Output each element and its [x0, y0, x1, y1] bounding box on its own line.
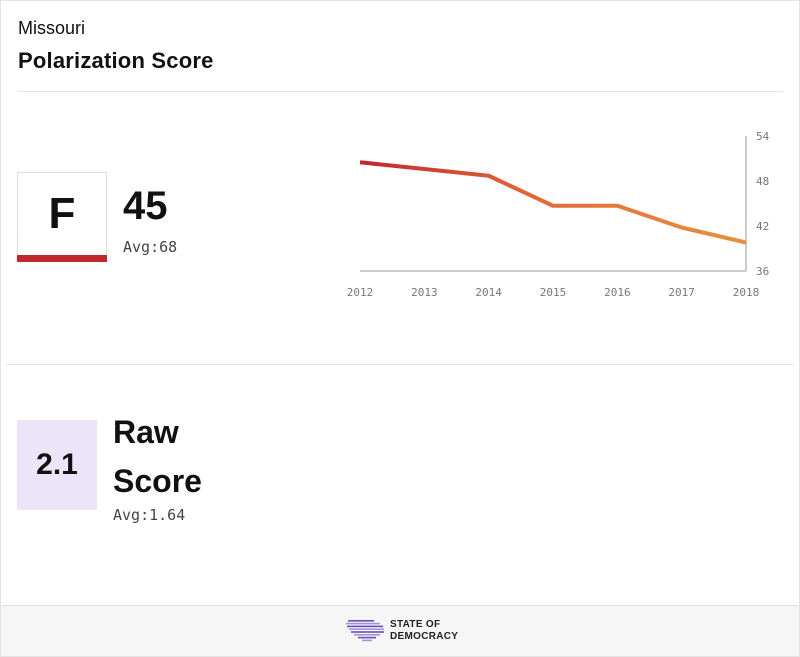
- raw-score-box: 2.1: [17, 420, 97, 510]
- logo-stripe: [348, 620, 374, 622]
- polarization-line-chart: 54 48 42 36 2012 2013 2014 2015 2016 2017 2018: [347, 130, 770, 299]
- y-tick-label: 42: [756, 220, 769, 233]
- y-tick-label: 48: [756, 175, 769, 188]
- logo-stripe: [362, 639, 372, 642]
- y-tick-label: 36: [756, 265, 769, 278]
- grade-box: F: [17, 172, 107, 262]
- brand-line-2: DEMOCRACY: [390, 631, 459, 642]
- logo-stripe: [358, 636, 376, 639]
- logo-stripe: [354, 634, 380, 636]
- x-tick-label: 2013: [411, 286, 438, 299]
- x-tick-label: 2014: [475, 286, 502, 299]
- series-line: [359, 160, 747, 245]
- score-value: 45: [123, 184, 168, 228]
- raw-score-title: Raw Score: [113, 414, 202, 499]
- grade-letter: F: [48, 189, 76, 238]
- logo-stripe: [346, 622, 380, 625]
- logo-stripe: [347, 625, 383, 628]
- x-tick-label: 2017: [668, 286, 695, 299]
- x-tick-label: 2018: [733, 286, 760, 299]
- x-tick-label: 2012: [347, 286, 374, 299]
- score-average: Avg:68: [123, 238, 178, 256]
- raw-score-average: Avg:1.64: [113, 506, 186, 524]
- y-tick-label: 54: [756, 130, 770, 143]
- metric-title: Polarization Score: [18, 48, 214, 73]
- brand-wordmark: STATE OF DEMOCRACY: [390, 619, 458, 643]
- us-map-stripes-icon: [346, 620, 384, 642]
- brand-line-1: STATE OF: [390, 619, 441, 630]
- logo-stripe: [351, 631, 384, 633]
- x-tick-label: 2015: [540, 286, 567, 299]
- logo-stripe: [349, 628, 384, 630]
- x-tick-label: 2016: [604, 286, 631, 299]
- divider: [6, 364, 794, 365]
- footer: STATE OF DEMOCRACY: [1, 605, 799, 656]
- state-name: Missouri: [18, 18, 86, 38]
- divider: [18, 91, 783, 92]
- grade-color-bar: [17, 255, 107, 262]
